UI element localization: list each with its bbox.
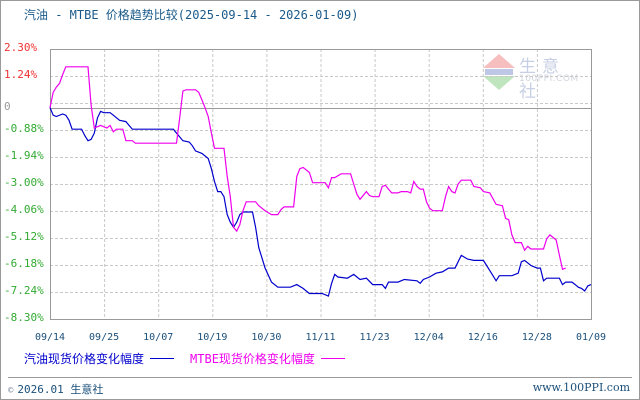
website-link[interactable]: www.100PPI.com xyxy=(532,381,630,394)
mtbe-series-line xyxy=(49,66,566,271)
y-tick-label: -0.88% xyxy=(4,122,44,135)
y-tick-label: 1.24% xyxy=(4,68,38,81)
y-tick-label: -5.12% xyxy=(4,230,44,243)
legend-item-mtbe: MTBE现货价格变化幅度 xyxy=(190,350,345,367)
y-tick-label: -8.30% xyxy=(4,311,44,324)
chart-title: 汽油 - MTBE 价格趋势比较(2025-09-14 - 2026-01-09… xyxy=(24,8,359,22)
y-tick-label: 0 xyxy=(4,99,11,113)
y-tick-label: -4.06% xyxy=(4,203,44,216)
x-tick-label: 11/11 xyxy=(305,332,336,343)
legend: 汽油现货价格变化幅度 MTBE现货价格变化幅度 xyxy=(24,350,355,367)
copyright: © 2026.01 生意社 xyxy=(8,381,103,397)
x-tick-label: 10/07 xyxy=(143,332,174,343)
gasoline-series-line xyxy=(49,107,592,297)
y-tick-label: -6.18% xyxy=(4,257,44,270)
x-tick-label: 12/16 xyxy=(467,332,498,343)
y-tick-label: -3.00% xyxy=(4,176,44,189)
plot-border xyxy=(50,49,592,320)
x-tick-label: 10/19 xyxy=(197,332,228,343)
y-tick-label: -7.24% xyxy=(4,284,44,297)
legend-item-gasoline: 汽油现货价格变化幅度 xyxy=(24,350,175,367)
x-tick-label: 11/23 xyxy=(359,332,390,343)
watermark-brand: 生意社 xyxy=(519,57,565,102)
x-tick-label: 09/25 xyxy=(89,332,120,343)
watermark-site: 100PPI.COM xyxy=(519,74,579,84)
legend-label-gasoline: 汽油现货价格变化幅度 xyxy=(24,352,145,366)
legend-swatch-mtbe xyxy=(320,358,345,359)
legend-swatch-gasoline xyxy=(150,358,175,359)
x-tick-label: 12/04 xyxy=(413,332,444,343)
copyright-text: 2026.01 生意社 xyxy=(17,383,104,396)
watermark: 生意社 100PPI.COM xyxy=(481,52,581,102)
copyright-icon: © xyxy=(8,386,14,396)
y-tick-label: 2.30% xyxy=(4,41,38,54)
x-tick-label: 09/14 xyxy=(34,332,66,343)
x-tick-label: 10/30 xyxy=(251,332,282,343)
x-tick-label: 01/09 xyxy=(575,332,607,343)
legend-label-mtbe: MTBE现货价格变化幅度 xyxy=(190,352,315,366)
ppi-logo-icon xyxy=(483,54,515,90)
x-tick-label: 12/28 xyxy=(521,332,552,343)
footer-divider xyxy=(8,377,632,378)
y-tick-label: -1.94% xyxy=(4,149,44,162)
